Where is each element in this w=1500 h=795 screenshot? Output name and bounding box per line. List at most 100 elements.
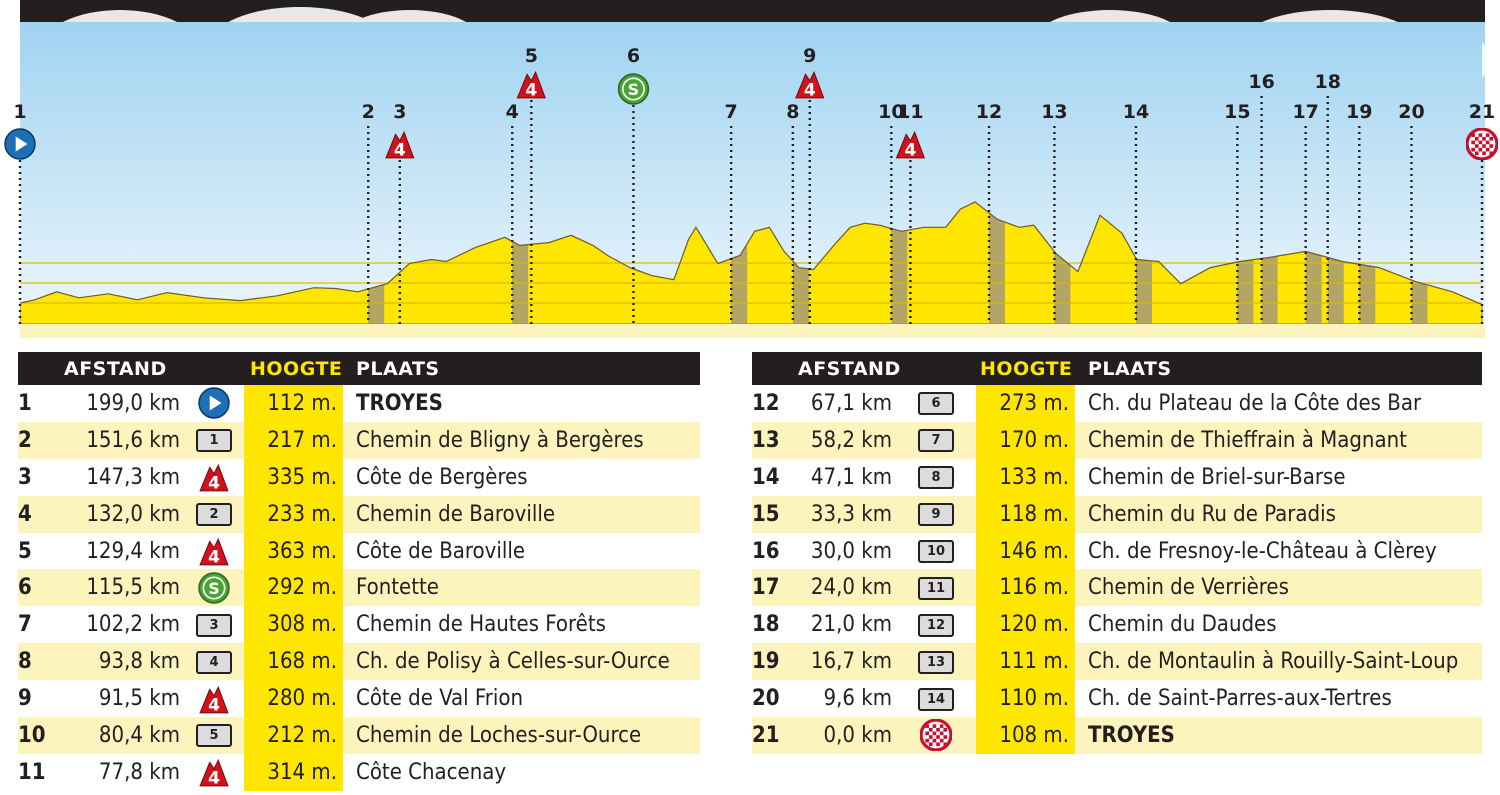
table-row: 13 58,2 km 7 170 m. Chemin de Thieffrain à M…	[752, 421, 1482, 459]
table-row: 18 21,0 km 12 120 m. Chemin du Daudes	[752, 606, 1482, 644]
point-number: 17	[752, 569, 796, 607]
table-row: 3 147,3 km 4 335 m. Côte de Bergères	[18, 458, 700, 496]
gravel-sector-badge: 3	[196, 613, 232, 637]
table-row: 12 67,1 km 6 273 m. Ch. du Plateau de la Côt…	[752, 385, 1482, 422]
marker-label: 15	[1224, 101, 1250, 123]
altitude-cell: 146 m.	[976, 532, 1075, 570]
marker-label: 8	[786, 101, 799, 123]
svg-text:4: 4	[208, 769, 220, 788]
point-number: 20	[752, 680, 796, 718]
place-cell: Chemin du Daudes	[1075, 606, 1482, 644]
altitude-cell: 118 m.	[976, 495, 1075, 533]
distance-cell: 115,5 km	[58, 569, 184, 607]
altitude-cell: 212 m.	[244, 717, 343, 754]
altitude-cell: 108 m.	[976, 717, 1075, 754]
distance-cell: 0,0 km	[796, 717, 896, 754]
table-row: 14 47,1 km 8 133 m. Chemin de Briel-sur-Bars…	[752, 458, 1482, 496]
point-number: 3	[18, 458, 58, 496]
climb-cat4-icon: 4	[199, 464, 229, 494]
altitude-cell: 308 m.	[244, 606, 343, 644]
type-icon-cell: 8	[896, 458, 976, 496]
place-cell: Ch. de Fresnoy-le-Château à Clèrey	[1075, 532, 1482, 570]
point-number: 6	[18, 569, 58, 607]
point-number: 2	[18, 421, 58, 459]
marker-label: 10	[878, 101, 904, 123]
marker-label: 7	[725, 101, 738, 123]
point-number: 13	[752, 421, 796, 459]
distance-cell: 129,4 km	[58, 532, 184, 570]
climb-cat4-icon: 4	[795, 70, 825, 100]
header-hoogte: HOOGTE	[244, 352, 343, 385]
marker-label: 1	[13, 101, 26, 123]
distance-cell: 151,6 km	[58, 421, 184, 459]
marker-label: 9	[803, 45, 816, 67]
distance-cell: 91,5 km	[58, 680, 184, 718]
place-cell: Ch. de Polisy à Celles-sur-Ource	[343, 643, 700, 681]
type-icon-cell: 11	[896, 569, 976, 607]
type-icon-cell: 10	[896, 532, 976, 570]
svg-text:S: S	[628, 80, 640, 99]
type-icon-cell: 7	[896, 421, 976, 459]
marker-label: 12	[976, 101, 1002, 123]
type-icon-cell: 3	[184, 606, 244, 644]
place-cell: Chemin de Briel-sur-Barse	[1075, 458, 1482, 496]
point-number: 1	[18, 385, 58, 422]
climb-cat4-icon: 4	[199, 759, 229, 789]
table-row: 11 77,8 km 4 314 m. Côte Chacenay	[18, 753, 700, 791]
place-cell: Chemin de Thieffrain à Magnant	[1075, 421, 1482, 459]
svg-text:4: 4	[525, 81, 537, 101]
type-icon-cell: 13	[896, 643, 976, 681]
point-number: 16	[752, 532, 796, 570]
table-row: 1 199,0 km 112 m. TROYES	[18, 385, 700, 422]
distance-cell: 33,3 km	[796, 495, 896, 533]
type-icon-cell: 4	[184, 458, 244, 496]
header-afstand: AFSTAND	[796, 352, 900, 385]
place-cell: Ch. du Plateau de la Côte des Bar	[1075, 385, 1482, 422]
table-row: 5 129,4 km 4 363 m. Côte de Baroville	[18, 532, 700, 570]
type-icon-cell: 4	[184, 680, 244, 718]
place-cell: TROYES	[1075, 717, 1482, 754]
plot-bottom-band	[20, 324, 1485, 338]
type-icon-cell: 1	[184, 421, 244, 459]
marker-label: 18	[1314, 71, 1340, 93]
altitude-cell: 314 m.	[244, 753, 343, 791]
svg-text:4: 4	[904, 141, 916, 161]
place-cell: Fontette	[343, 569, 700, 607]
distance-cell: 21,0 km	[796, 606, 896, 644]
svg-text:4: 4	[394, 141, 406, 161]
table-row: 16 30,0 km 10 146 m. Ch. de Fresnoy-le-Châte…	[752, 532, 1482, 570]
climb-cat4-icon: 4	[199, 685, 229, 715]
place-cell: Côte de Bergères	[343, 458, 700, 496]
svg-text:4: 4	[208, 474, 220, 493]
type-icon-cell: 4	[184, 532, 244, 570]
point-number: 4	[18, 495, 58, 533]
altitude-cell: 120 m.	[976, 606, 1075, 644]
point-number: 10	[18, 717, 58, 754]
gravel-sector-badge: 4	[196, 650, 232, 674]
point-number: 18	[752, 606, 796, 644]
altitude-cell: 133 m.	[976, 458, 1075, 496]
distance-cell: 199,0 km	[58, 385, 184, 422]
table-row: 21 0,0 km 108 m. TROYES	[752, 717, 1482, 754]
finish-icon	[1466, 128, 1498, 160]
place-cell: Chemin de Baroville	[343, 495, 700, 533]
place-cell: Côte de Val Frion	[343, 680, 700, 718]
gravel-sector-badge: 7	[918, 429, 954, 453]
type-icon-cell	[184, 385, 244, 422]
table-row: 19 16,7 km 13 111 m. Ch. de Montaulin à Roui…	[752, 643, 1482, 681]
distance-cell: 147,3 km	[58, 458, 184, 496]
climb-cat4-icon: 4	[516, 70, 546, 101]
place-cell: TROYES	[343, 385, 700, 422]
place-cell: Chemin de Verrières	[1075, 569, 1482, 607]
table-row: 10 80,4 km 5 212 m. Chemin de Loches-sur-Our…	[18, 717, 700, 754]
distance-cell: 80,4 km	[58, 717, 184, 754]
type-icon-cell: 2	[184, 495, 244, 533]
place-cell: Chemin de Hautes Forêts	[343, 606, 700, 644]
type-icon-cell: 9	[896, 495, 976, 533]
point-number: 7	[18, 606, 58, 644]
table-header: AFSTAND HOOGTE PLAATS	[18, 352, 700, 385]
table-row: 17 24,0 km 11 116 m. Chemin de Verrières	[752, 569, 1482, 607]
marker-label: 13	[1041, 101, 1067, 123]
distance-cell: 58,2 km	[796, 421, 896, 459]
